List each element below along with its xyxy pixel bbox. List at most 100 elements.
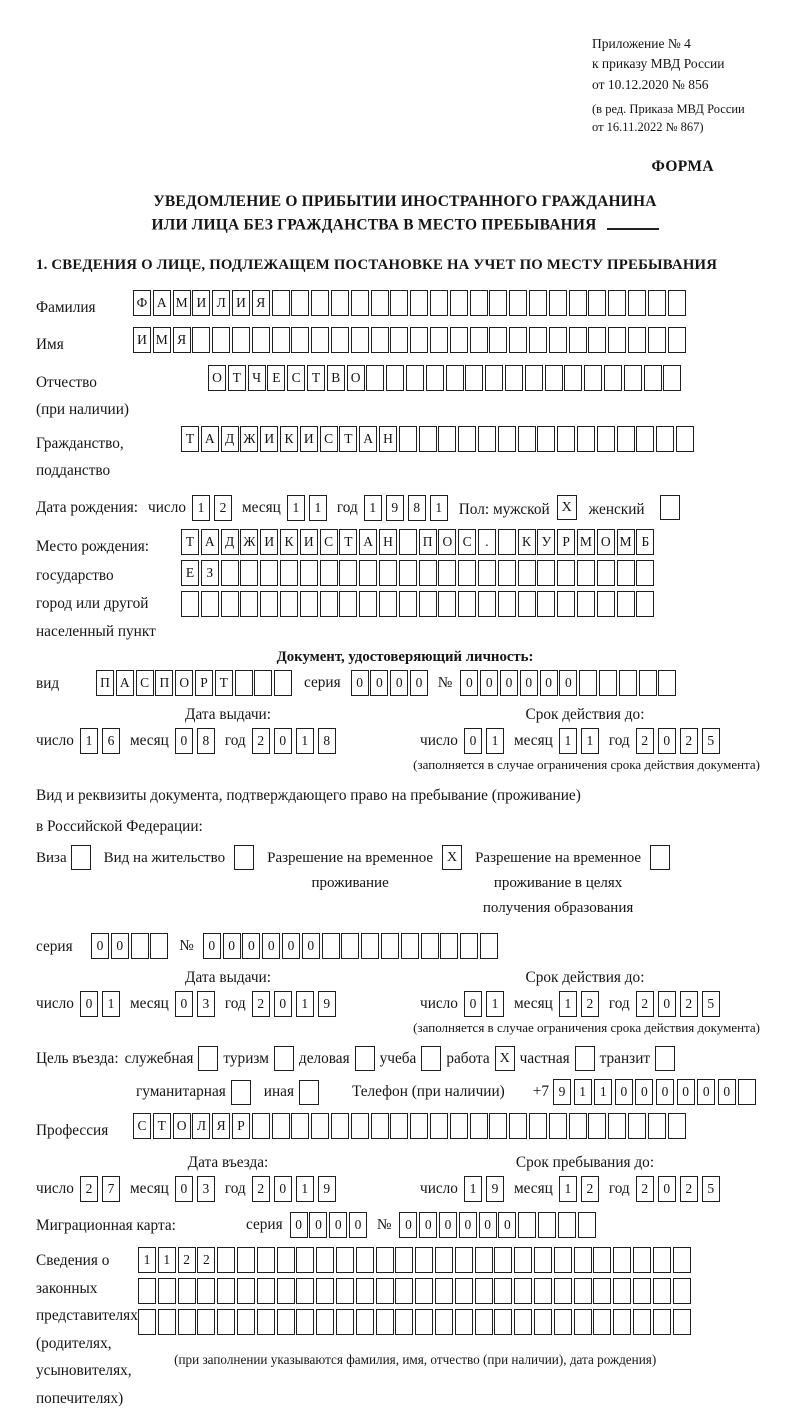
- char-cell: 9: [317, 991, 336, 1018]
- month-label: месяц: [513, 1179, 553, 1197]
- char-cell: [603, 364, 622, 391]
- year-label: год: [224, 1179, 246, 1197]
- char-cell: [588, 289, 607, 316]
- char-cell: 2: [635, 1175, 654, 1202]
- char-cell: [460, 933, 479, 960]
- char-cell: Т: [339, 425, 358, 452]
- char-cell: [359, 560, 378, 587]
- char-cell: [395, 1278, 414, 1305]
- given-name-label: Имя: [36, 336, 64, 354]
- char-cell: Т: [227, 364, 246, 391]
- char-cell: Я: [251, 289, 270, 316]
- option-visa: Виза: [36, 844, 91, 871]
- char-cell: [440, 933, 459, 960]
- char-cell: Р: [231, 1113, 250, 1140]
- purpose-other-label: иная: [263, 1083, 294, 1101]
- representatives-row3: [138, 1309, 692, 1336]
- purpose-official-checkbox: [198, 1046, 219, 1072]
- char-cell: [434, 1247, 453, 1274]
- char-cell: 1: [363, 494, 382, 521]
- char-cell: [279, 560, 298, 587]
- char-cell: [672, 1278, 691, 1305]
- char-cell: [390, 289, 409, 316]
- day-label: число: [420, 1179, 458, 1197]
- char-cell: [509, 289, 528, 316]
- char-cell: 1: [286, 494, 305, 521]
- char-cell: 1: [101, 991, 120, 1018]
- char-cell: [276, 1278, 295, 1305]
- char-cell: [390, 1113, 409, 1140]
- form-title-line1: УВЕДОМЛЕНИЕ О ПРИБЫТИИ ИНОСТРАННОГО ГРАЖ…: [153, 193, 657, 210]
- char-cell: 0: [419, 1212, 438, 1239]
- gender-female-checkbox: [659, 495, 680, 521]
- purpose-humanitarian-label: гуманитарная: [136, 1083, 226, 1101]
- char-cell: [517, 560, 536, 587]
- char-cell: [236, 1278, 255, 1305]
- char-cell: Е: [267, 364, 286, 391]
- day-label: число: [36, 995, 74, 1013]
- char-cell: [477, 560, 496, 587]
- char-cell: [593, 1309, 612, 1336]
- char-cell: [647, 289, 666, 316]
- char-cell: [576, 560, 595, 587]
- residence-doc-series-label: серия: [36, 937, 73, 955]
- char-cell: 0: [370, 670, 389, 697]
- char-cell: [548, 289, 567, 316]
- char-cell: [400, 933, 419, 960]
- char-cell: [454, 1309, 473, 1336]
- char-cell: О: [438, 529, 457, 556]
- char-cell: [537, 425, 556, 452]
- purpose-intro: Цель въезда:: [36, 1049, 119, 1067]
- char-cell: [449, 327, 468, 354]
- char-cell: [663, 364, 682, 391]
- char-cell: А: [200, 529, 219, 556]
- purpose-study-checkbox: [421, 1046, 442, 1072]
- migration-card-label: Миграционная карта:: [36, 1216, 176, 1234]
- char-cell: [390, 327, 409, 354]
- char-cell: [613, 1247, 632, 1274]
- month-label: месяц: [513, 995, 553, 1013]
- char-cell: [584, 364, 603, 391]
- char-cell: [613, 1309, 632, 1336]
- char-cell: Н: [378, 425, 397, 452]
- char-cell: [405, 364, 424, 391]
- char-cell: Л: [212, 289, 231, 316]
- char-cell: 0: [262, 933, 281, 960]
- month-label: месяц: [241, 498, 281, 516]
- char-cell: [438, 560, 457, 587]
- year-label: год: [608, 1179, 630, 1197]
- char-cell: У: [537, 529, 556, 556]
- char-cell: 0: [519, 670, 538, 697]
- char-cell: [316, 1278, 335, 1305]
- char-cell: [138, 1309, 156, 1336]
- migration-card-number-label: №: [376, 1216, 392, 1234]
- char-cell: 2: [635, 728, 654, 755]
- char-cell: [420, 933, 439, 960]
- char-cell: [514, 1278, 533, 1305]
- char-cell: 2: [580, 1175, 599, 1202]
- char-cell: [573, 1278, 592, 1305]
- char-cell: [623, 364, 642, 391]
- char-cell: [458, 560, 477, 587]
- residence-doc-options: Виза Вид на жительство Разрешение на вре…: [36, 844, 774, 920]
- char-cell: 0: [539, 670, 558, 697]
- purpose-transit-checkbox: [655, 1046, 676, 1072]
- char-cell: [355, 1309, 374, 1336]
- char-cell: [627, 1113, 646, 1140]
- char-cell: [652, 1278, 671, 1305]
- char-cell: 0: [656, 1079, 674, 1106]
- char-cell: 0: [289, 1212, 308, 1239]
- birthplace-row: Место рождения: государство город или др…: [36, 529, 774, 646]
- purpose-other-checkbox: [298, 1079, 319, 1105]
- form-title-line2: ИЛИ ЛИЦА БЕЗ ГРАЖДАНСТВА В МЕСТО ПРЕБЫВА…: [151, 216, 597, 234]
